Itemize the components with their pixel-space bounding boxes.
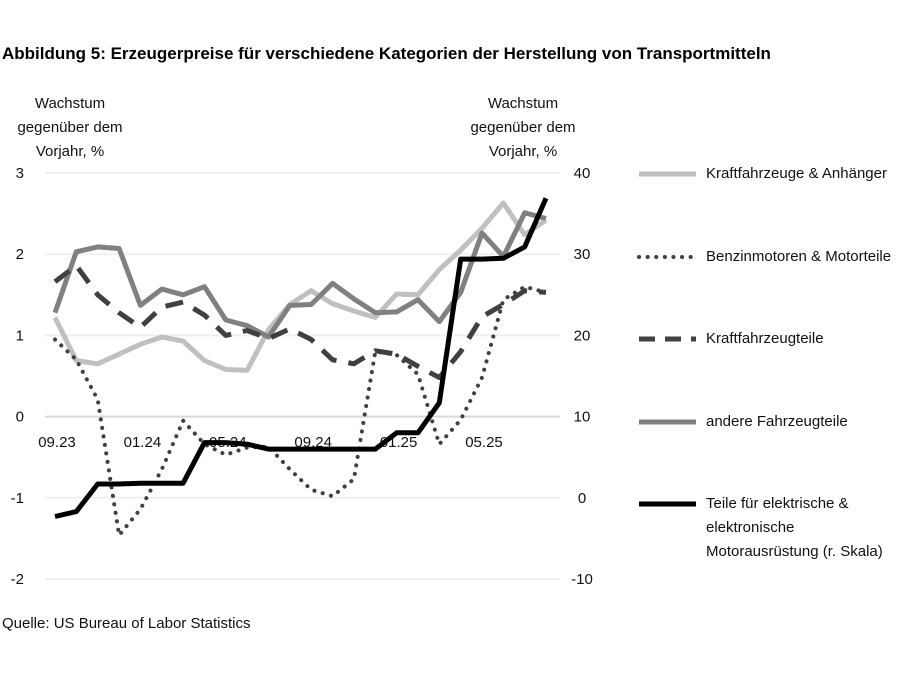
left-tick-label: -2	[11, 571, 24, 588]
legend-label: Kraftfahrzeugteile	[706, 330, 824, 347]
legend-swatch	[639, 419, 696, 425]
left-axis-title: Wachstum gegenüber dem Vorjahr, %	[17, 95, 123, 160]
left-tick-label: 1	[16, 327, 24, 344]
right-tick-label: 30	[574, 246, 591, 263]
right-tick-label: 40	[574, 165, 591, 182]
legend-swatch	[639, 501, 696, 507]
left-tick-label: 2	[16, 246, 24, 263]
source-note: Quelle: US Bureau of Labor Statistics	[2, 615, 251, 632]
left-tick-label: -1	[11, 490, 24, 507]
series-line-5	[54, 197, 549, 519]
legend-item: Teile für elektrische & elektronische Mo…	[636, 492, 896, 564]
legend-label: Benzinmotoren & Motorteile	[706, 248, 892, 265]
legend-label: Teile für elektrische & elektronische Mo…	[706, 495, 883, 560]
legend-swatch	[637, 255, 698, 259]
right-tick-label: 0	[578, 490, 586, 507]
chart-title: Abbildung 5: Erzeugerpreise für verschie…	[2, 44, 771, 63]
series-line-4	[52, 210, 547, 340]
series-line-3	[53, 263, 547, 381]
left-tick-label: 3	[16, 165, 24, 182]
x-tick-label: 05.25	[465, 434, 503, 451]
legend-item: Benzinmotoren & Motorteile	[636, 245, 896, 269]
legend-item: andere Fahrzeugteile	[636, 410, 896, 434]
left-tick-label: 0	[16, 409, 24, 426]
right-tick-label: 20	[574, 327, 591, 344]
right-tick-label: -10	[571, 571, 593, 588]
series-line-1	[52, 200, 548, 373]
right-axis-title: Wachstum gegenüber dem Vorjahr, %	[470, 95, 576, 160]
x-tick-label: 09.23	[38, 434, 76, 451]
legend-item: Kraftfahrzeuge & Anhänger	[636, 162, 896, 186]
legend-item: Kraftfahrzeugteile	[636, 327, 896, 351]
x-tick-label: 01.24	[124, 434, 162, 451]
legend-label: Kraftfahrzeuge & Anhänger	[706, 165, 887, 182]
series-line-2	[53, 284, 548, 538]
legend-label: andere Fahrzeugteile	[706, 413, 848, 430]
legend-swatch	[639, 336, 696, 342]
legend-swatch	[639, 171, 696, 177]
right-tick-label: 10	[574, 409, 591, 426]
